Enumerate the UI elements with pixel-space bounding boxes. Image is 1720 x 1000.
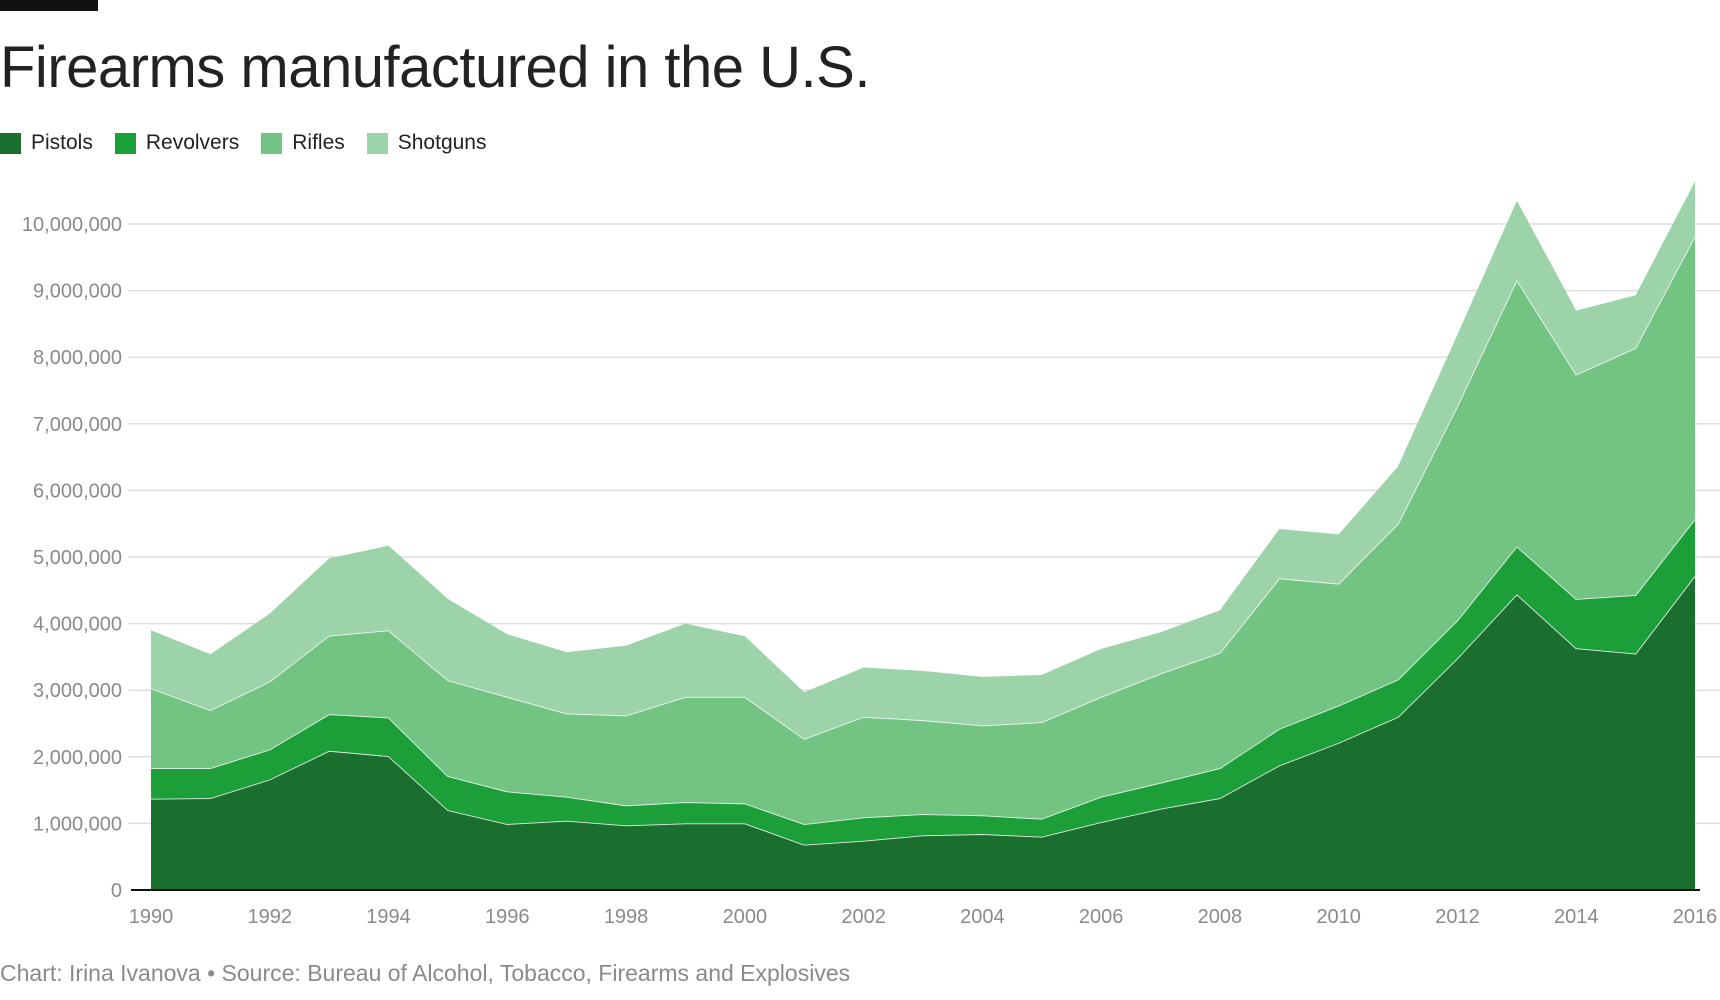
legend-label: Revolvers — [145, 131, 240, 154]
y-tick-label: 5,000,000 — [33, 547, 122, 569]
legend-item-rifles: Rifles — [261, 131, 345, 155]
x-tick-label: 2016 — [1673, 906, 1718, 928]
y-tick-label: 7,000,000 — [33, 414, 122, 436]
x-tick-label: 1990 — [129, 906, 174, 928]
x-tick-label: 2008 — [1198, 906, 1243, 928]
x-tick-label: 2000 — [723, 906, 768, 928]
y-tick-label: 8,000,000 — [33, 347, 122, 369]
legend: Pistols Revolvers Rifles Shotguns — [0, 131, 487, 155]
x-tick-label: 2006 — [1079, 906, 1124, 928]
legend-swatch — [0, 132, 21, 154]
y-tick-label: 4,000,000 — [33, 614, 122, 636]
x-tick-label: 1998 — [604, 906, 649, 928]
x-tick-label: 1992 — [248, 906, 293, 928]
area-rifles — [151, 235, 1695, 825]
legend-label: Rifles — [292, 131, 345, 154]
x-tick-label: 2010 — [1316, 906, 1361, 928]
x-tick-label: 1994 — [366, 906, 411, 928]
y-tick-label: 10,000,000 — [22, 214, 122, 236]
legend-item-pistols: Pistols — [0, 131, 93, 155]
x-tick-label: 2002 — [841, 906, 886, 928]
y-tick-label: 6,000,000 — [33, 480, 122, 502]
x-tick-label: 1996 — [485, 906, 530, 928]
legend-item-shotguns: Shotguns — [366, 131, 487, 155]
y-tick-label: 1,000,000 — [33, 813, 122, 835]
legend-swatch — [366, 132, 388, 154]
x-tick-label: 2004 — [960, 906, 1005, 928]
y-tick-label: 0 — [111, 880, 122, 902]
y-tick-label: 3,000,000 — [33, 680, 122, 702]
legend-swatch — [114, 132, 136, 154]
chart-title: Firearms manufactured in the U.S. — [0, 35, 870, 100]
x-tick-label: 2012 — [1435, 906, 1480, 928]
legend-label: Shotguns — [397, 131, 487, 154]
legend-swatch — [261, 132, 283, 154]
header-accent-bar — [0, 0, 98, 11]
chart-credit-source: Chart: Irina Ivanova • Source: Bureau of… — [0, 960, 851, 986]
area-pistols — [151, 575, 1695, 890]
y-tick-label: 9,000,000 — [33, 281, 122, 303]
x-tick-label: 2014 — [1554, 906, 1599, 928]
legend-item-revolvers: Revolvers — [114, 131, 240, 155]
legend-label: Pistols — [31, 131, 93, 154]
y-tick-label: 2,000,000 — [33, 747, 122, 769]
